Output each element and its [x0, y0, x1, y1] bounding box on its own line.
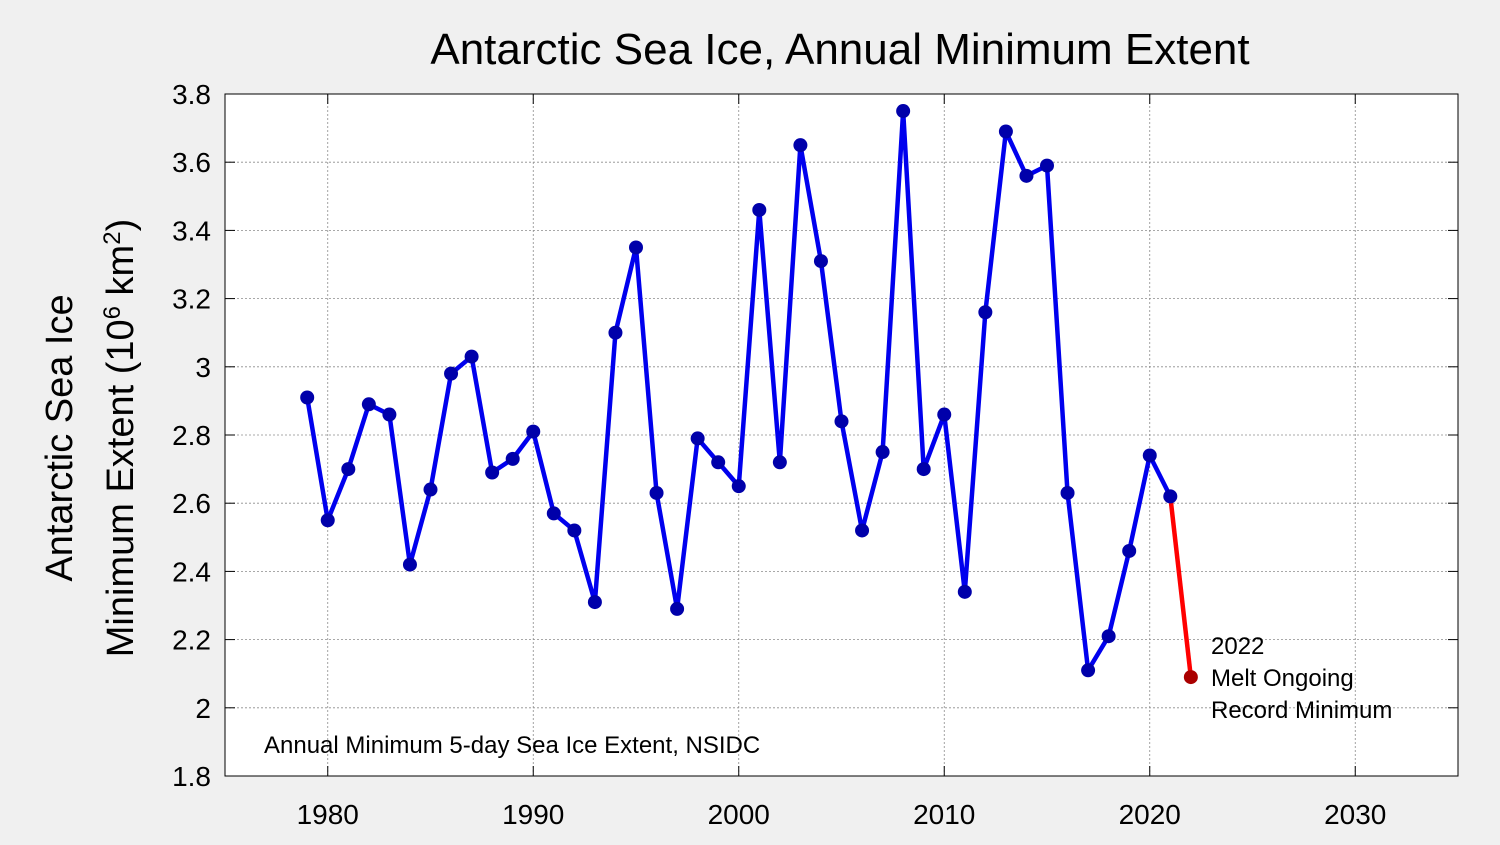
data-point [341, 462, 356, 477]
data-point [361, 397, 376, 412]
x-tick-label: 1990 [502, 799, 564, 830]
data-point [567, 523, 582, 538]
series-line-latest [1168, 496, 1194, 678]
y-tick-labels: 1.8 2 2.2 2.4 2.6 2.8 3 3.2 3.4 3.6 3.8 [172, 79, 211, 792]
data-point [485, 465, 500, 480]
data-point [1060, 485, 1075, 500]
x-tick-label: 2010 [913, 799, 975, 830]
data-point [464, 349, 479, 364]
data-point [690, 431, 705, 446]
data-point [916, 462, 931, 477]
data-point [402, 557, 417, 572]
y-tick-label: 2 [195, 693, 211, 724]
data-point [320, 513, 335, 528]
data-point [526, 424, 541, 439]
data-point [1122, 543, 1137, 558]
x-tick-label: 1980 [297, 799, 359, 830]
data-point [957, 584, 972, 599]
data-point [998, 124, 1013, 139]
data-point [772, 455, 787, 470]
data-point [875, 445, 890, 460]
annotation-line-1: 2022 [1211, 633, 1264, 660]
x-tick-label: 2020 [1119, 799, 1181, 830]
data-point [937, 407, 952, 422]
data-point-2022 [1183, 670, 1198, 685]
data-point [629, 240, 643, 255]
data-point [587, 595, 602, 610]
data-point [670, 601, 685, 616]
y-tick-label: 2.6 [172, 488, 211, 519]
data-point [834, 414, 849, 429]
y-axis-label: Antarctic Sea Ice Minimum Extent (106 km… [39, 219, 142, 657]
x-tick-label: 2000 [708, 799, 770, 830]
annotation-line-2: Melt Ongoing [1211, 665, 1354, 692]
annotation-line-3: Record Minimum [1211, 697, 1392, 724]
y-axis-label-line2: Minimum Extent (106 km2) [99, 219, 143, 657]
data-point [1019, 168, 1034, 183]
data-point [813, 254, 828, 269]
axis-ticks [225, 93, 1458, 777]
data-point [505, 451, 520, 466]
grid [225, 94, 1458, 776]
data-point [608, 325, 623, 340]
y-axis-label-line1: Antarctic Sea Ice [39, 294, 81, 581]
annotation: 2022 Melt Ongoing Record Minimum [1211, 633, 1392, 724]
data-point [300, 390, 315, 405]
x-tick-label: 2030 [1324, 799, 1386, 830]
data-point [423, 482, 438, 497]
data-point [731, 479, 746, 494]
data-point [793, 138, 808, 153]
y-tick-label: 1.8 [172, 761, 211, 792]
data-point [896, 104, 911, 119]
y-tick-label: 3.2 [172, 284, 211, 315]
data-point [752, 202, 767, 217]
data-point [1163, 489, 1178, 504]
y-tick-label: 3.4 [172, 215, 211, 246]
y-tick-label: 3.8 [172, 79, 211, 110]
data-point [649, 485, 664, 500]
data-point [382, 407, 397, 422]
y-tick-label: 3.6 [172, 147, 211, 178]
data-point [855, 523, 870, 538]
y-tick-label: 3 [195, 352, 211, 383]
y-tick-label: 2.2 [172, 625, 211, 656]
data-point [1142, 448, 1157, 463]
x-tick-labels: 1980 1990 2000 2010 2020 2030 [297, 799, 1387, 830]
data-point [978, 305, 993, 320]
data-point [711, 455, 726, 470]
data-markers [300, 104, 1198, 685]
data-point [546, 506, 561, 521]
data-point [444, 366, 459, 381]
data-point [1101, 629, 1116, 644]
source-note: Annual Minimum 5-day Sea Ice Extent, NSI… [264, 732, 760, 759]
chart-title: Antarctic Sea Ice, Annual Minimum Extent [430, 25, 1249, 74]
y-tick-label: 2.8 [172, 420, 211, 451]
data-point [1081, 663, 1096, 678]
y-tick-label: 2.4 [172, 556, 211, 587]
data-point [1040, 158, 1054, 173]
